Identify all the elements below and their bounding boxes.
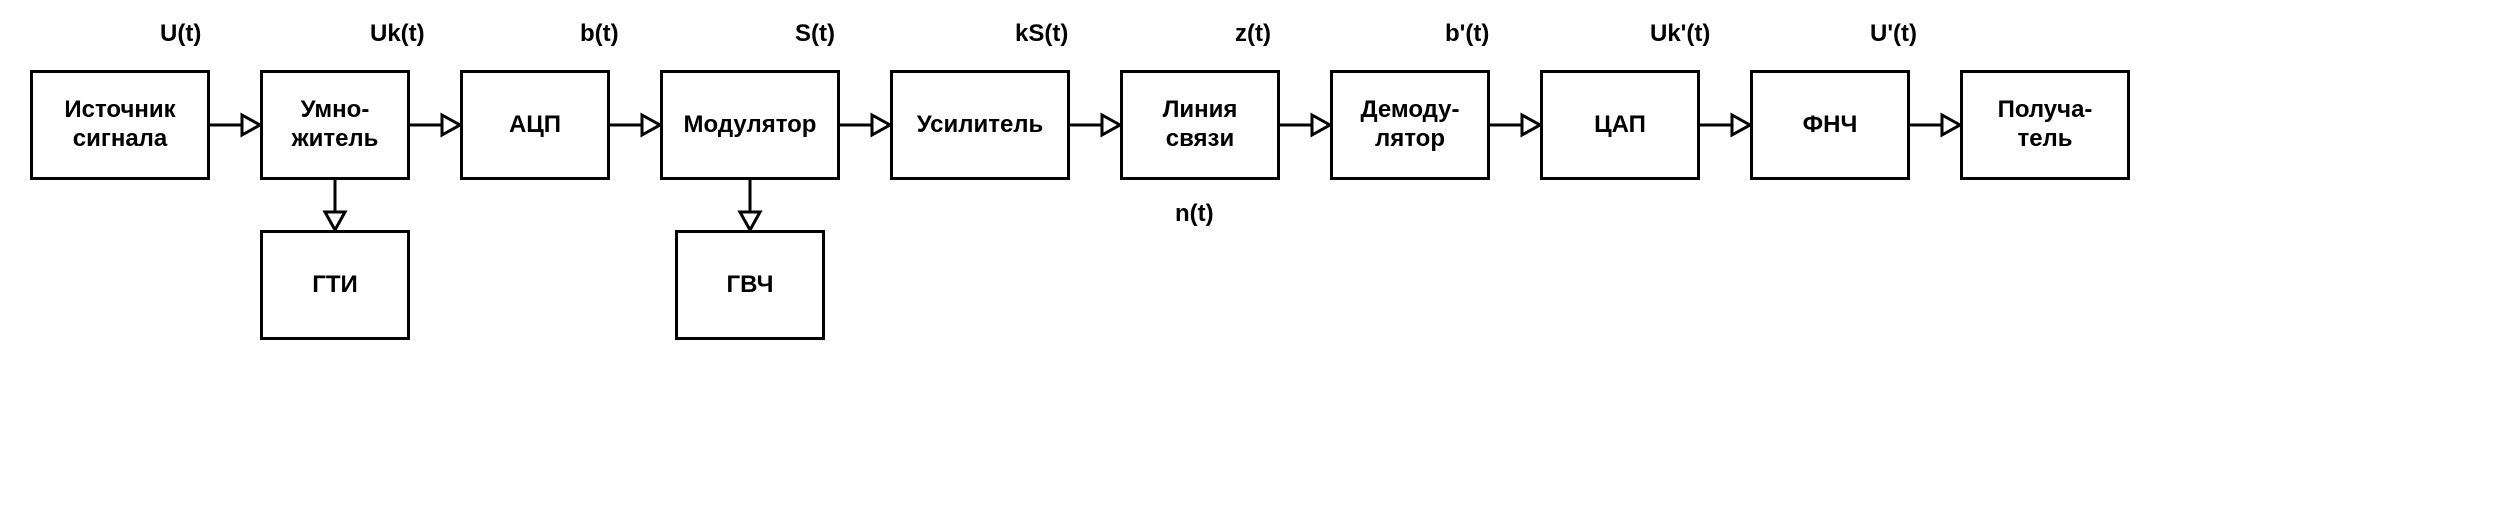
node-dac: ЦАП <box>1540 70 1700 180</box>
signal-up_t: U'(t) <box>1870 20 1917 48</box>
node-amp: Усилитель <box>890 70 1070 180</box>
arrow-e7 <box>1470 105 1560 145</box>
signal-n_t: n(t) <box>1175 200 1214 228</box>
node-lpf: ФНЧ <box>1750 70 1910 180</box>
signal-ks_t: kS(t) <box>1015 20 1068 48</box>
arrow-e10 <box>315 160 355 250</box>
node-demod: Демоду-лятор <box>1330 70 1490 180</box>
arrow-e4 <box>820 105 910 145</box>
arrow-e3 <box>590 105 680 145</box>
arrow-e2 <box>390 105 480 145</box>
node-adc: АЦП <box>460 70 610 180</box>
signal-ukp_t: Uk'(t) <box>1650 20 1710 48</box>
signal-u_t: U(t) <box>160 20 201 48</box>
signal-chain-diagram: Источник сигналаУмно-жительАЦПМодуляторУ… <box>0 0 2497 521</box>
signal-b_t: b(t) <box>580 20 619 48</box>
arrow-e11 <box>730 160 770 250</box>
arrow-e8 <box>1680 105 1770 145</box>
node-rcv: Получа-тель <box>1960 70 2130 180</box>
signal-uk_t: Uk(t) <box>370 20 425 48</box>
arrow-e5 <box>1050 105 1140 145</box>
arrow-e9 <box>1890 105 1980 145</box>
node-src: Источник сигнала <box>30 70 210 180</box>
signal-bp_t: b'(t) <box>1445 20 1489 48</box>
arrow-e1 <box>190 105 280 145</box>
node-link: Линиясвязи <box>1120 70 1280 180</box>
signal-s_t: S(t) <box>795 20 835 48</box>
arrow-e6 <box>1260 105 1350 145</box>
signal-z_t: z(t) <box>1235 20 1271 48</box>
